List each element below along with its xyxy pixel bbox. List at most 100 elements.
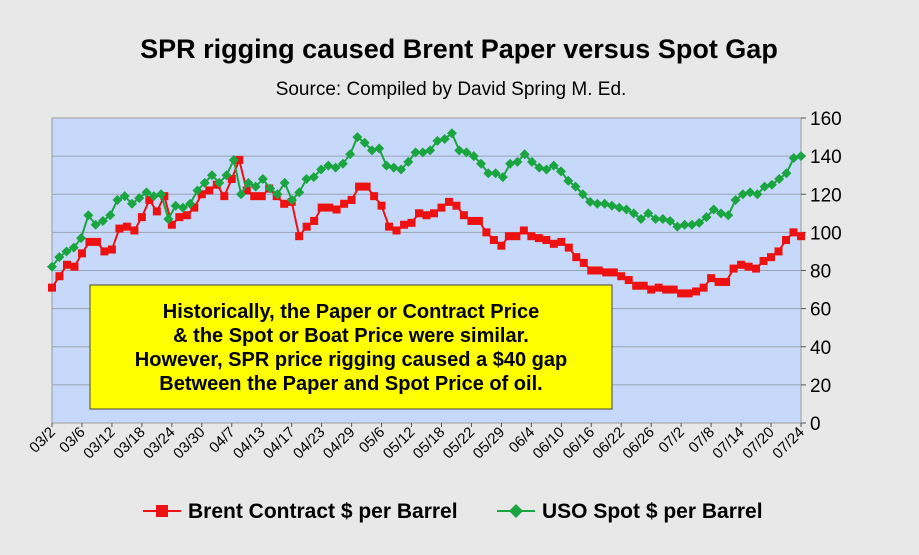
data-point [54,252,65,263]
data-point [243,177,254,188]
data-point [699,283,708,292]
data-point [90,219,101,230]
data-point [745,187,756,198]
data-point [62,260,71,269]
x-tick-label: 06/16 [560,424,599,463]
data-point [175,213,184,222]
data-point [527,232,536,241]
data-point [197,190,206,199]
data-point [134,193,145,204]
data-point [564,243,573,252]
x-tick-label: 04/17 [260,424,299,463]
data-point [483,168,494,179]
data-point [657,214,668,225]
y-axis-ticks: 0 20 40 60 80 100 120 140 160 [801,109,842,435]
data-point [677,289,686,298]
x-tick-label: 03/18 [110,424,149,463]
y-tick-label: 40 [810,338,831,359]
data-point [647,285,656,294]
data-point [400,220,409,229]
data-point [505,158,516,169]
data-point [76,233,87,244]
data-point [628,208,639,219]
data-point [767,253,776,262]
data-point [563,175,574,186]
data-point [167,220,176,229]
data-point [392,226,401,235]
x-tick-label: 04/29 [320,424,359,463]
data-point [654,283,663,292]
data-point [295,232,304,241]
data-point [512,232,521,241]
data-point [541,164,552,175]
data-point [355,182,364,191]
legend-brent-label: Brent Contract $ per Barrel [188,500,458,523]
data-point [48,283,56,292]
data-point [461,147,472,158]
series-layer [47,128,806,298]
data-point [310,216,319,225]
data-point [643,208,654,219]
x-tick-label: 05/29 [470,424,509,463]
data-point [489,236,498,244]
data-point [662,285,671,294]
data-point [679,219,690,230]
data-point [766,179,777,190]
data-point [70,262,79,271]
legend: Brent Contract $ per Barrel USO Spot $ p… [143,500,763,523]
data-point [636,214,647,225]
data-point [497,241,506,250]
data-point [47,261,57,272]
data-point [632,281,641,290]
data-point [228,154,239,165]
annotation-line-3: However, SPR price rigging caused a $40 … [135,349,567,371]
data-point [107,245,116,254]
data-point [126,198,137,209]
data-point [730,194,741,205]
data-point [119,191,130,202]
data-point [549,239,558,248]
data-point [752,264,761,273]
data-point [352,132,363,143]
data-point [476,158,487,169]
x-tick-label: 06/26 [619,424,658,463]
x-tick-label: 07/2 [655,424,688,457]
y-tick-label: 60 [810,300,831,321]
x-tick-label: 03/30 [170,424,209,463]
data-point [92,237,101,246]
data-point [280,199,289,208]
data-point [639,281,648,290]
data-point [788,153,799,164]
y-tick-label: 20 [810,376,831,397]
data-point [68,242,79,253]
data-point [265,183,276,194]
data-point [526,156,537,167]
x-tick-label: 07/24 [769,424,808,463]
data-point [122,222,131,231]
data-point [548,160,559,171]
data-point [345,149,356,160]
data-point [163,214,174,225]
data-point [437,203,446,212]
data-point [410,147,421,158]
data-point [374,143,385,154]
data-point [115,224,124,233]
data-point [490,168,501,179]
data-point [250,192,259,201]
legend-uso: USO Spot $ per Barrel [497,500,763,523]
data-point [145,195,154,204]
data-point [759,256,768,265]
data-point [774,247,783,256]
data-point [504,232,513,241]
data-point [737,189,748,200]
data-point [650,214,661,225]
data-point [257,192,266,201]
chart-subtitle: Source: Compiled by David Spring M. Ed. [276,79,627,100]
data-point [482,228,491,237]
data-point [446,128,457,139]
x-tick-label: 05/12 [380,424,419,463]
data-point [467,216,476,225]
data-point [83,210,94,221]
data-point [606,200,617,211]
data-point [459,211,468,220]
